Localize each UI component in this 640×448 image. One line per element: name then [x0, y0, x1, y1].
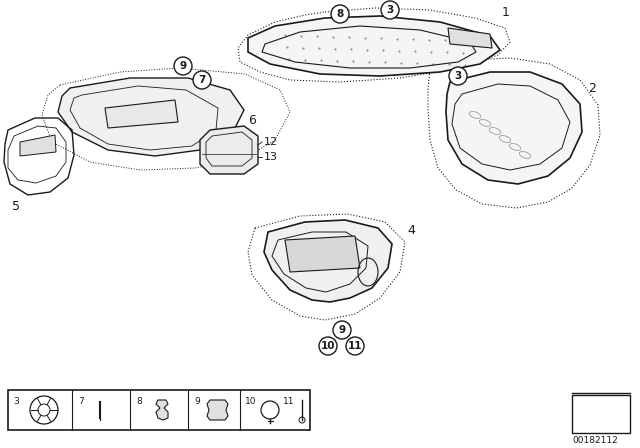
- Text: 3: 3: [387, 5, 394, 15]
- Text: 12: 12: [264, 137, 278, 147]
- Circle shape: [449, 67, 467, 85]
- Polygon shape: [20, 135, 56, 156]
- Circle shape: [346, 337, 364, 355]
- Text: 3: 3: [454, 71, 461, 81]
- Circle shape: [331, 5, 349, 23]
- Polygon shape: [156, 400, 168, 420]
- Bar: [8, 390, 310, 430]
- Circle shape: [333, 321, 351, 339]
- Bar: [572, 395, 630, 433]
- Text: 11: 11: [283, 396, 294, 405]
- Text: 3: 3: [13, 396, 19, 405]
- Text: 4: 4: [407, 224, 415, 237]
- Text: 7: 7: [78, 396, 84, 405]
- Circle shape: [174, 57, 192, 75]
- Text: 10: 10: [321, 341, 335, 351]
- Text: 1: 1: [502, 5, 510, 18]
- Text: 10: 10: [245, 396, 257, 405]
- Text: 5: 5: [12, 199, 20, 212]
- Polygon shape: [200, 126, 258, 174]
- Text: 9: 9: [179, 61, 187, 71]
- Circle shape: [193, 71, 211, 89]
- Polygon shape: [264, 220, 392, 302]
- Circle shape: [30, 396, 58, 424]
- Circle shape: [381, 1, 399, 19]
- Circle shape: [319, 337, 337, 355]
- Text: 2: 2: [588, 82, 596, 95]
- Text: 6: 6: [248, 113, 256, 126]
- Text: 8: 8: [136, 396, 141, 405]
- Polygon shape: [446, 72, 582, 184]
- Text: 11: 11: [348, 341, 362, 351]
- Polygon shape: [448, 28, 492, 48]
- Polygon shape: [285, 236, 360, 272]
- Polygon shape: [207, 400, 228, 420]
- Polygon shape: [248, 16, 500, 76]
- Text: 8: 8: [337, 9, 344, 19]
- Polygon shape: [58, 78, 244, 156]
- Text: 7: 7: [198, 75, 205, 85]
- Polygon shape: [105, 100, 178, 128]
- Text: 9: 9: [339, 325, 346, 335]
- Text: 00182112: 00182112: [572, 436, 618, 445]
- Text: 13: 13: [264, 152, 278, 162]
- Text: 9: 9: [194, 396, 200, 405]
